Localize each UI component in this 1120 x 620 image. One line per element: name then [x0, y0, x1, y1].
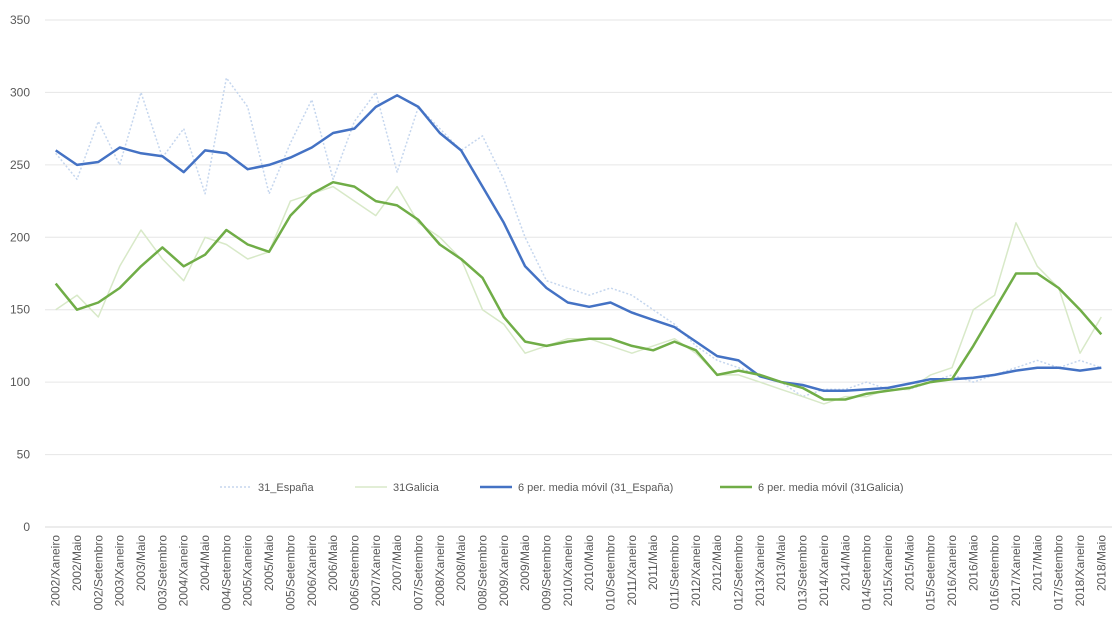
x-tick-label: 2013/Maio: [774, 535, 788, 591]
y-tick-label: 200: [10, 230, 30, 244]
legend-label: 6 per. media móvil (31_España): [518, 482, 673, 494]
x-tick-label: 007/Setembro: [411, 535, 425, 611]
x-tick-label: 017/Setembro: [1052, 535, 1066, 611]
x-tick-label: 2015/Xaneiro: [881, 535, 895, 607]
x-tick-label: 2013/Xaneiro: [753, 535, 767, 607]
x-tick-label: 013/Setembro: [796, 535, 810, 611]
x-tick-label: 003/Setembro: [155, 535, 169, 611]
x-tick-label: 008/Setembro: [475, 535, 489, 611]
x-tick-label: 012/Setembro: [732, 535, 746, 611]
x-tick-label: 011/Setembro: [668, 535, 682, 610]
x-tick-label: 2004/Maio: [198, 535, 212, 591]
x-tick-label: 005/Setembro: [283, 535, 297, 611]
x-tick-label: 2014/Xaneiro: [817, 535, 831, 607]
x-tick-label: 2006/Maio: [326, 535, 340, 591]
y-tick-label: 300: [10, 85, 30, 99]
x-tick-label: 009/Setembro: [539, 535, 553, 611]
x-tick-label: 015/Setembro: [924, 535, 938, 611]
y-tick-label: 100: [10, 375, 30, 389]
legend-label: 31_España: [258, 482, 315, 494]
x-tick-label: 2010/Maio: [582, 535, 596, 591]
x-tick-label: 2007/Maio: [390, 535, 404, 591]
x-tick-label: 2017/Maio: [1030, 535, 1044, 591]
y-tick-label: 250: [10, 158, 30, 172]
x-tick-label: 2011/Xaneiro: [625, 535, 639, 606]
x-tick-label: 2002/Maio: [70, 535, 84, 591]
y-tick-label: 0: [23, 520, 30, 534]
series-lines: [54, 77, 1103, 405]
x-tick-label: 2009/Xaneiro: [497, 535, 511, 607]
x-tick-label: 010/Setembro: [604, 535, 618, 611]
x-tick-label: 016/Setembro: [988, 535, 1002, 611]
x-tick-label: 2006/Xaneiro: [305, 535, 319, 607]
legend-label: 6 per. media móvil (31Galicia): [758, 482, 904, 494]
legend: 31_España 31Galicia 6 per. media móvil (31…: [220, 482, 904, 494]
x-tick-label: 2011/Maio: [646, 535, 660, 590]
x-tick-label: 2016/Xaneiro: [945, 535, 959, 607]
x-tick-label: 2018/Xaneiro: [1073, 535, 1087, 607]
x-tick-label: 2010/Xaneiro: [561, 535, 575, 607]
x-tick-label: 014/Setembro: [860, 535, 874, 611]
x-tick-label: 2009/Maio: [518, 535, 532, 591]
x-tick-label: 2015/Maio: [902, 535, 916, 591]
series-line: [54, 94, 1102, 393]
x-tick-label: 2005/Xaneiro: [241, 535, 255, 607]
x-tick-label: 2008/Xaneiro: [433, 535, 447, 607]
x-tick-label: 2004/Xaneiro: [177, 535, 191, 607]
x-tick-label: 2007/Xaneiro: [369, 535, 383, 607]
x-tick-label: 2005/Maio: [262, 535, 276, 591]
y-axis: 0 50 100 150 200 250 300 350: [10, 13, 30, 534]
x-tick-label: 002/Setembro: [91, 535, 105, 611]
x-tick-label: 2012/Xaneiro: [689, 535, 703, 607]
x-tick-label: 2014/Maio: [838, 535, 852, 591]
x-tick-label: 2018/Maio: [1094, 535, 1108, 591]
x-tick-label: 2012/Maio: [710, 535, 724, 591]
y-tick-label: 350: [10, 13, 30, 27]
x-tick-label: 004/Setembro: [219, 535, 233, 611]
x-tick-label: 2003/Xaneiro: [113, 535, 127, 607]
x-tick-label: 2002/Xaneiro: [49, 535, 63, 607]
legend-label: 31Galicia: [393, 482, 440, 494]
series-line: [55, 185, 1102, 405]
x-tick-label: 2008/Maio: [454, 535, 468, 591]
x-tick-label: 2016/Maio: [966, 535, 980, 591]
x-tick-label: 006/Setembro: [347, 535, 361, 611]
gridlines: [45, 19, 1112, 528]
x-axis: 2002/Xaneiro 2002/Maio 002/Setembro 2003/Xa…: [49, 535, 1109, 611]
series-line: [54, 180, 1103, 401]
y-tick-label: 150: [10, 303, 30, 317]
x-tick-label: 2003/Maio: [134, 535, 148, 591]
x-tick-label: 2017/Xaneiro: [1009, 535, 1023, 607]
y-tick-label: 50: [17, 448, 31, 462]
